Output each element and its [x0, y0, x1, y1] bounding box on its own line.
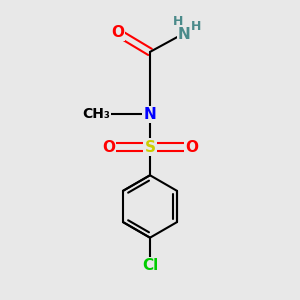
Text: CH₃: CH₃: [82, 107, 110, 121]
Text: Cl: Cl: [142, 258, 158, 273]
Text: O: O: [185, 140, 198, 154]
Text: O: O: [111, 25, 124, 40]
Text: H: H: [191, 20, 201, 33]
Text: N: N: [178, 27, 190, 42]
Text: S: S: [145, 140, 155, 154]
Text: O: O: [102, 140, 115, 154]
Text: H: H: [173, 15, 183, 28]
Text: N: N: [144, 107, 156, 122]
